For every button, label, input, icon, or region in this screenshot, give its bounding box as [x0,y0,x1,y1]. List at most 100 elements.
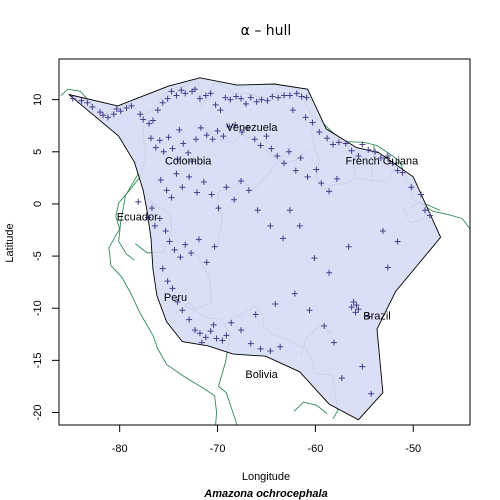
y-tick-label: 0 [32,201,44,207]
occurrence-point [342,140,349,147]
occurrence-point [389,160,396,167]
occurrence-point [123,105,130,112]
occurrence-point [174,298,181,305]
occurrence-point [251,136,258,143]
occurrence-point [318,180,325,187]
occurrence-point [159,265,166,272]
occurrence-point [408,184,415,191]
country-label: Venezuela [226,122,278,134]
occurrence-point [156,137,163,144]
occurrence-point [223,184,230,191]
occurrence-point [180,140,187,147]
occurrence-point [298,93,305,100]
occurrence-point [173,170,180,177]
y-tick-label: -5 [32,251,44,261]
occurrence-point [227,96,234,103]
occurrence-point [355,152,362,159]
occurrence-point [146,120,153,127]
country-label: French Guiana [346,155,420,167]
y-tick-label: -10 [32,300,44,316]
occurrence-point [202,334,209,341]
occurrence-point [352,309,359,316]
occurrence-point [291,290,298,297]
occurrence-point [145,214,152,221]
occurrence-point [418,191,425,198]
occurrence-point [210,321,217,328]
occurrence-point [338,375,345,382]
occurrence-point [303,94,310,101]
chart-title: α – hull [241,23,292,39]
occurrence-point [203,259,210,266]
y-tick-label: -20 [32,405,44,421]
occurrence-point [257,345,264,352]
occurrence-point [154,107,161,114]
plot-area: Venezuela Colombia French Guiana Ecuador Per… [58,58,471,426]
occurrence-point [253,98,260,105]
occurrence-point [379,228,386,235]
occurrence-point [177,254,184,261]
occurrence-point [238,327,245,334]
occurrence-point [286,207,293,214]
occurrence-point [209,136,216,143]
occurrence-point [384,152,391,159]
occurrence-point [176,126,183,133]
occurrence-point [311,255,318,262]
occurrence-point [196,330,203,337]
occurrence-point [421,207,428,214]
occurrence-point [179,184,186,191]
occurrence-point [84,99,91,106]
occurrence-point [304,173,311,180]
occurrence-point [117,108,124,115]
occurrence-point [247,340,254,347]
occurrence-point [233,93,240,100]
occurrence-point [313,166,320,173]
occurrence-point [213,335,220,342]
occurrence-point [171,246,178,253]
occurrence-point [297,155,304,162]
occurrence-point [353,302,360,309]
occurrence-point [189,158,196,165]
occurrence-point [169,285,176,292]
country-label: Peru [164,292,187,304]
coastline-path [108,122,218,426]
occurrence-point [196,95,203,102]
occurrence-point [198,339,205,346]
occurrence-point [163,187,170,194]
occurrence-point [293,90,300,97]
occurrence-point [195,236,202,243]
occurrence-point [157,176,164,183]
occurrence-point [226,123,233,130]
occurrence-point [426,212,433,219]
occurrence-point [306,307,313,314]
occurrence-point [281,92,288,99]
occurrence-point [309,119,316,126]
occurrence-point [208,191,215,198]
country-label: Ecuador [117,212,158,224]
occurrence-point [281,160,288,167]
occurrence-point [326,188,333,195]
occurrence-point [348,147,355,154]
occurrence-point [275,94,282,101]
occurrence-point [97,109,104,116]
occurrence-point [214,127,221,134]
occurrence-point [178,87,185,94]
occurrence-point [350,298,357,305]
occurrence-point [289,107,296,114]
x-axis-title: Longitude [242,471,290,483]
occurrence-point [355,306,362,313]
x-tick-label: -70 [210,443,226,455]
country-label: Bolivia [245,369,278,381]
occurrence-point [220,133,227,140]
occurrence-point [192,327,199,334]
occurrence-point [185,149,192,156]
occurrence-point [137,111,144,118]
occurrence-point [365,146,372,153]
occurrence-point [128,102,135,109]
occurrence-point [217,107,224,114]
occurrence-point [160,148,167,155]
x-tick-label: -60 [307,443,323,455]
occurrence-point [69,95,76,102]
occurrence-point [223,332,230,339]
occurrence-point [348,304,355,311]
occurrence-point [244,124,251,131]
